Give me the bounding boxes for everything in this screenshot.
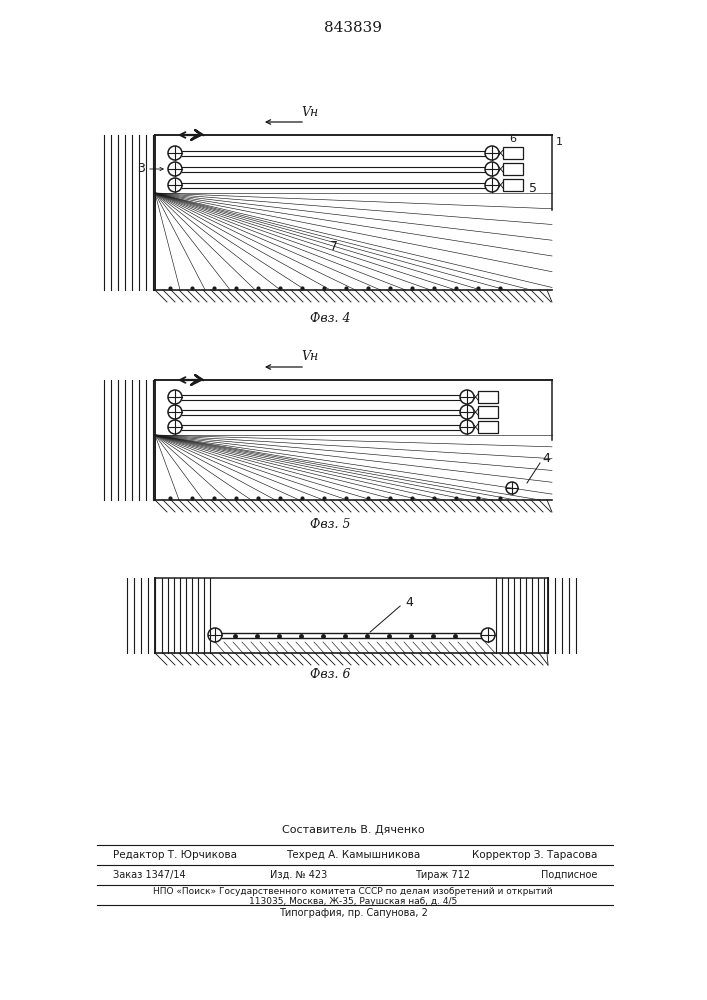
Text: Заказ 1347/14: Заказ 1347/14 — [113, 870, 186, 880]
Text: Редактор Т. Юрчикова: Редактор Т. Юрчикова — [113, 850, 237, 860]
Text: 3: 3 — [137, 162, 145, 176]
Text: 6: 6 — [510, 134, 517, 144]
Bar — [478, 421, 498, 433]
Text: Типография, пр. Сапунова, 2: Типография, пр. Сапунова, 2 — [279, 908, 428, 918]
Text: 4: 4 — [405, 596, 413, 609]
Text: Фвз. 6: Фвз. 6 — [310, 668, 350, 682]
Text: 1: 1 — [556, 137, 563, 147]
Text: 4: 4 — [542, 452, 550, 464]
Text: Корректор З. Тарасова: Корректор З. Тарасова — [472, 850, 597, 860]
Text: 843839: 843839 — [324, 21, 382, 35]
Bar — [478, 391, 498, 403]
Bar — [503, 147, 523, 159]
Text: 7: 7 — [329, 240, 338, 253]
Text: Фвз. 4: Фвз. 4 — [310, 312, 350, 324]
Text: Изд. № 423: Изд. № 423 — [270, 870, 327, 880]
Text: Тираж 712: Тираж 712 — [415, 870, 470, 880]
Text: Vн: Vн — [301, 105, 319, 118]
Bar — [478, 406, 498, 418]
Text: Техред А. Камышникова: Техред А. Камышникова — [286, 850, 420, 860]
Text: Фвз. 5: Фвз. 5 — [310, 518, 350, 532]
Text: НПО «Поиск» Государственного комитета СССР по делам изобретений и открытий: НПО «Поиск» Государственного комитета СС… — [153, 886, 553, 896]
Text: Составитель В. Дяченко: Составитель В. Дяченко — [281, 825, 424, 835]
Text: 113035, Москва, Ж-35, Раушская наб, д. 4/5: 113035, Москва, Ж-35, Раушская наб, д. 4… — [249, 896, 457, 906]
Text: Подписное: Подписное — [541, 870, 597, 880]
Bar — [503, 179, 523, 191]
Text: 5: 5 — [529, 182, 537, 196]
Text: Vн: Vн — [301, 351, 319, 363]
Bar — [503, 163, 523, 175]
